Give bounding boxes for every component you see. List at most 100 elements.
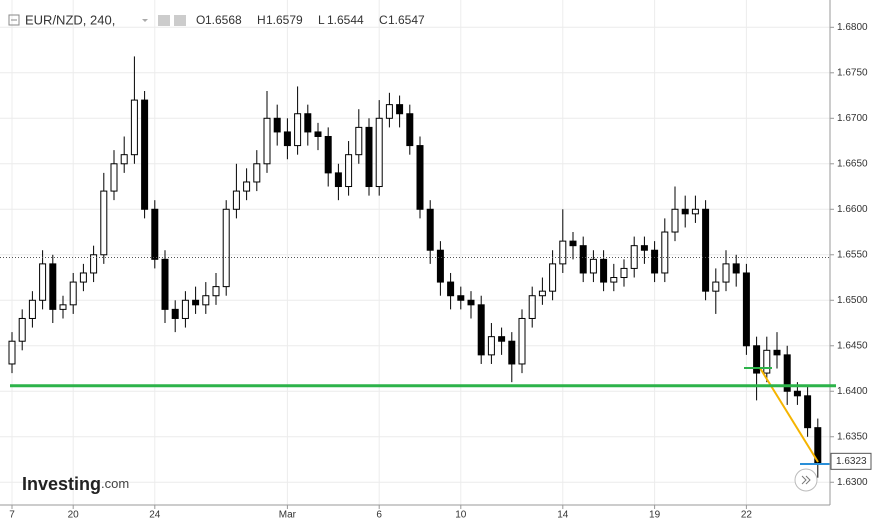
ohlc-label: O (196, 13, 205, 27)
candles (8, 56, 822, 478)
last-price-label: 1.6323 (836, 456, 867, 467)
icon[interactable] (158, 15, 170, 26)
x-tick-label: 20 (68, 510, 80, 520)
candle-body (334, 172, 342, 188)
ohlc-label: L (318, 13, 325, 27)
ohlc-label: C (379, 13, 388, 27)
candle-body (661, 231, 669, 274)
logo: Investing.com (22, 474, 129, 494)
candle-body (722, 263, 730, 283)
y-tick-label: 1.6350 (837, 431, 868, 442)
candle-body (487, 336, 495, 356)
candle-body (181, 299, 189, 319)
x-tick-label: 6 (376, 510, 382, 520)
collapse-icon[interactable] (8, 14, 20, 26)
candle-body (406, 113, 414, 147)
candle-body (314, 131, 322, 137)
y-tick-label: 1.6650 (837, 158, 868, 169)
candle-body (426, 208, 434, 251)
y-tick-label: 1.6700 (837, 113, 868, 124)
candle-body (457, 295, 465, 301)
candle-body (416, 145, 424, 210)
candle-body (365, 126, 373, 188)
dropdown[interactable] (142, 19, 148, 22)
candle-body (467, 299, 475, 306)
y-tick-label: 1.6750 (837, 67, 868, 78)
candle-body (773, 349, 781, 356)
candle-body (202, 295, 210, 306)
candle-body (753, 345, 761, 374)
x-tick-label: 10 (455, 510, 467, 520)
candle-body (273, 117, 281, 133)
candle-body (212, 286, 220, 297)
candle-body (600, 258, 608, 283)
candle-body (518, 317, 526, 365)
candle-body (253, 163, 261, 183)
candle-body (396, 104, 404, 115)
candle-body (651, 249, 659, 274)
candle-body (110, 163, 118, 192)
candle-body (130, 99, 138, 156)
candle-body (691, 208, 699, 215)
candle-body (549, 263, 557, 292)
candle-body (79, 272, 87, 283)
y-tick-label: 1.6800 (837, 22, 868, 33)
ohlc-value: 1.6544 (327, 13, 364, 27)
y-tick-label: 1.6550 (837, 249, 868, 260)
candle-body (28, 299, 36, 319)
ohlc-value: 1.6568 (205, 13, 242, 27)
candle-body (579, 245, 587, 274)
candle-body (304, 113, 312, 133)
x-tick-label: 19 (649, 510, 661, 520)
candle-body (763, 349, 771, 374)
candle-body (222, 208, 230, 288)
candle-body (620, 267, 628, 279)
candle-body (171, 308, 179, 319)
candle-body (681, 208, 689, 215)
candle-body (18, 317, 26, 342)
candle-body (447, 281, 455, 297)
candle-body (375, 117, 383, 188)
last-price-box (830, 452, 872, 470)
candle-body (283, 131, 291, 147)
candle-body (589, 258, 597, 274)
symbol: EUR/NZD, 240, (25, 12, 115, 27)
candle-body (243, 181, 251, 192)
candle-body (192, 299, 200, 306)
candle-body (39, 263, 47, 301)
candle-body (671, 208, 679, 233)
y-tick-label: 1.6400 (837, 386, 868, 397)
candle-body (355, 126, 363, 156)
ohlc-label: H (257, 13, 266, 27)
logo-brand: Investing (22, 474, 101, 494)
y-tick-label: 1.6600 (837, 204, 868, 215)
candle-body (69, 281, 77, 306)
candle-body (436, 249, 444, 283)
candle-body (59, 304, 67, 310)
candle-body (49, 263, 57, 310)
candle-body (232, 190, 240, 210)
candle-body (90, 254, 98, 274)
candle-body (385, 104, 393, 119)
x-tick-label: 7 (9, 510, 15, 520)
candle-body (345, 154, 353, 188)
candle-body (498, 336, 506, 342)
x-tick-label: 22 (741, 510, 753, 520)
candle-body (630, 245, 638, 269)
candle-body (742, 272, 750, 347)
candle-body (100, 190, 108, 256)
candle-body (477, 304, 485, 356)
y-tick-label: 1.6300 (837, 477, 868, 488)
ohlc-value: 1.6547 (388, 13, 425, 27)
icon[interactable] (174, 15, 186, 26)
candle-body (120, 154, 128, 165)
x-tick-label: 14 (557, 510, 569, 520)
candle-body (712, 281, 720, 292)
candle-body (151, 208, 159, 260)
y-tick-label: 1.6500 (837, 295, 868, 306)
candle-body (528, 295, 536, 319)
candle-body (508, 340, 516, 365)
candle-body (263, 117, 271, 165)
x-tick-label: Mar (279, 510, 297, 520)
